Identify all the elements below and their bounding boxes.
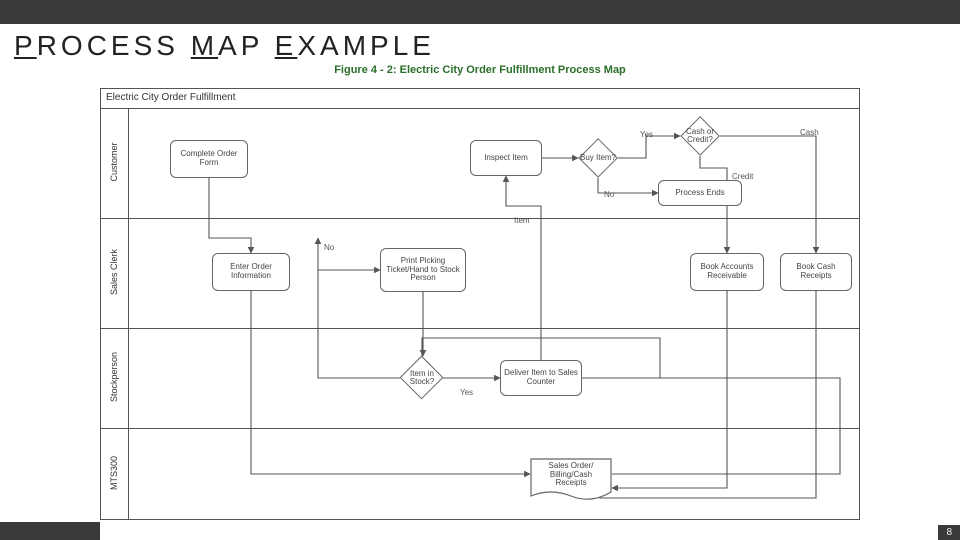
node-inspect-item: Inspect Item [470, 140, 542, 176]
edge-e13 [612, 291, 727, 488]
edge-e9 [598, 178, 658, 193]
swimlane-diagram: Electric City Order FulfillmentCustomerS… [100, 88, 860, 520]
node-enter-order: Enter Order Information [212, 253, 290, 291]
title-e: E [275, 30, 298, 61]
title-rocess: ROCESS [37, 30, 191, 61]
node-cash-credit: Cash or Credit? [680, 116, 720, 156]
figure-caption: Figure 4 - 2: Electric City Order Fulfil… [0, 64, 960, 76]
edge-e7 [506, 176, 541, 360]
node-in-stock: Item in Stock? [400, 356, 444, 400]
node-book-cash: Book Cash Receipts [780, 253, 852, 291]
edge-e3b [422, 338, 840, 378]
node-order-form: Complete Order Form [170, 140, 248, 178]
slide-topbar [0, 0, 960, 24]
slide-bottombar [0, 522, 100, 540]
edge-e14 [600, 291, 816, 498]
node-print-ticket: Print Picking Ticket/Hand to Stock Perso… [380, 248, 466, 292]
title-xample: XAMPLE [297, 30, 435, 61]
node-process-ends: Process Ends [658, 180, 742, 206]
node-book-ar: Book Accounts Receivable [690, 253, 764, 291]
node-deliver-item: Deliver Item to Sales Counter [500, 360, 582, 396]
edge-e2 [251, 291, 530, 474]
node-sales-order-doc: Sales Order/ Billing/Cash Receipts [530, 458, 612, 498]
title-ap: AP [218, 30, 275, 61]
slide-title: PROCESS MAP EXAMPLE [0, 24, 960, 64]
page-number: 8 [938, 525, 960, 540]
title-m: M [191, 30, 218, 61]
title-p: P [14, 30, 37, 61]
edge-e10 [618, 136, 680, 158]
edge-e1 [209, 178, 251, 253]
node-buy-item: Buy Item? [578, 138, 618, 178]
edge-e3 [422, 378, 840, 474]
